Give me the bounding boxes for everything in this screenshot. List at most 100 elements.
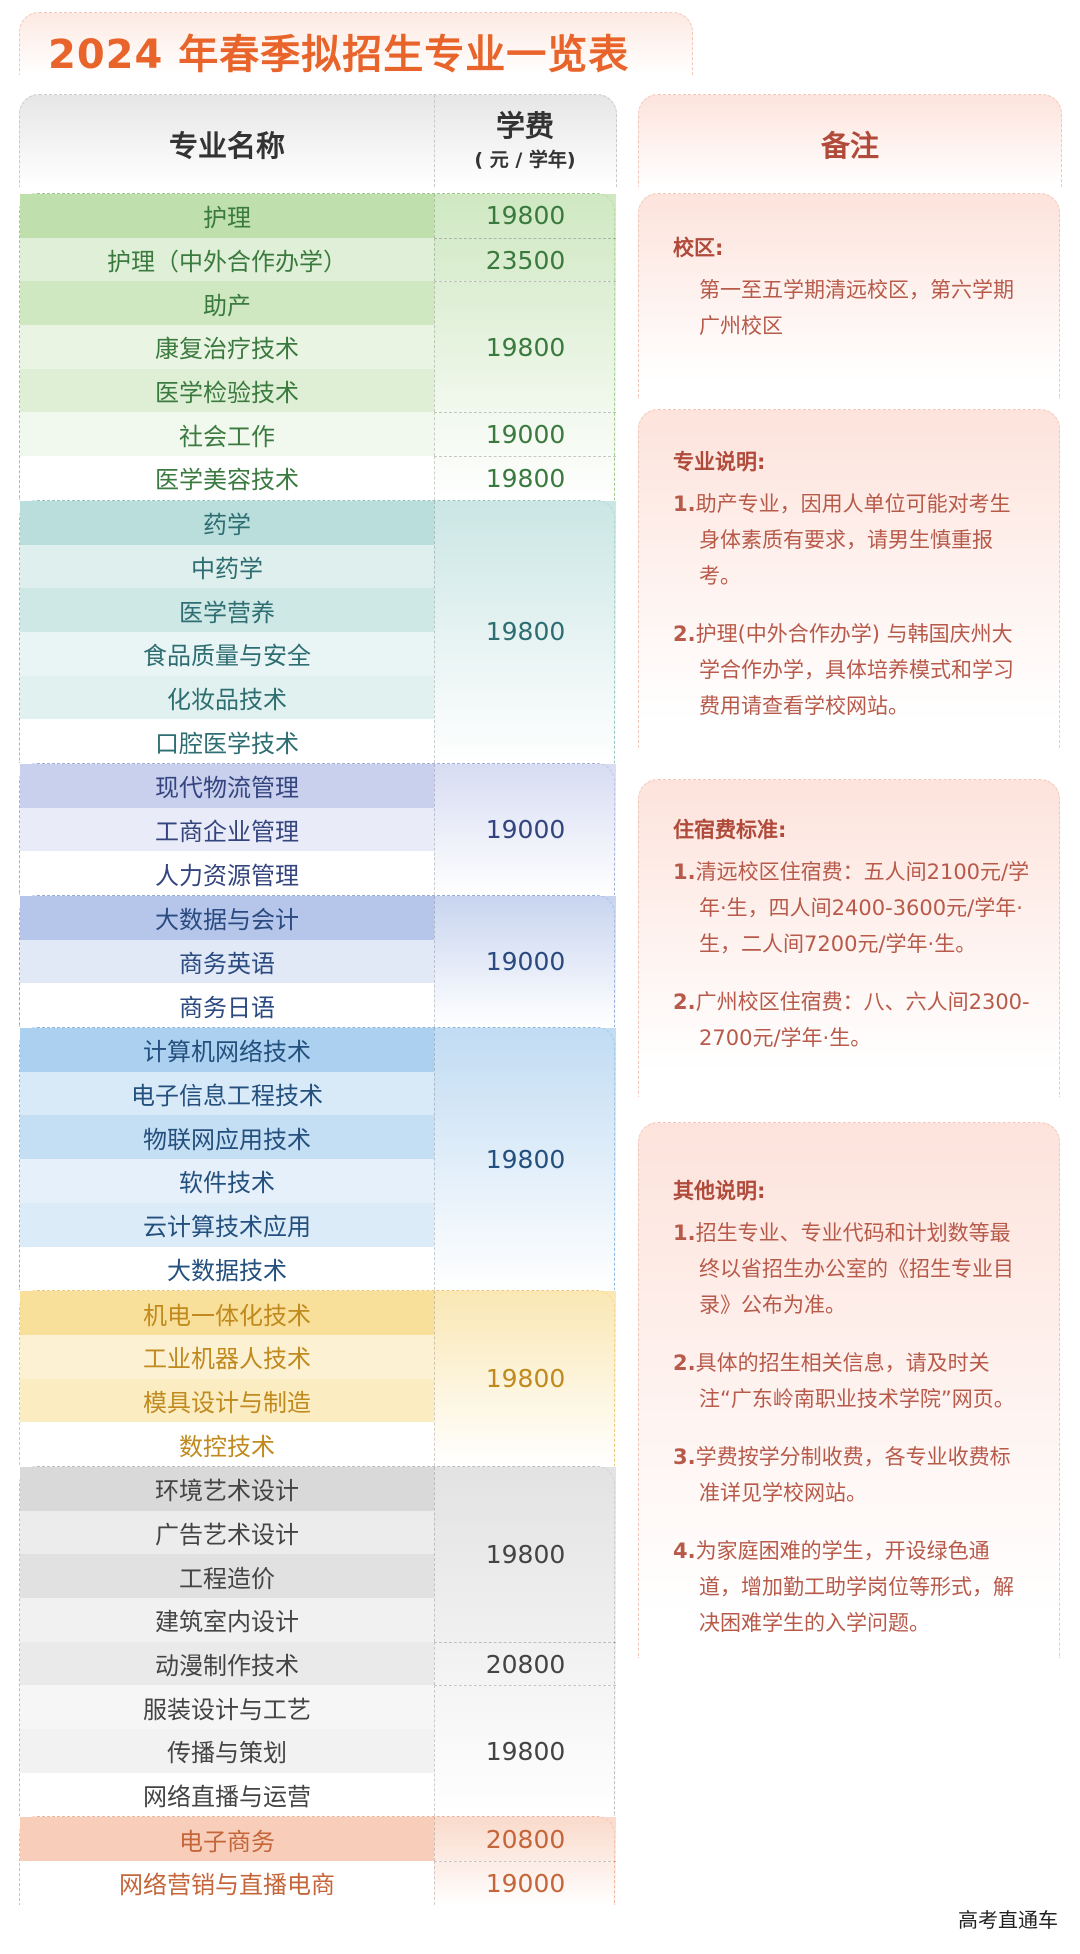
note-item-number: 2.: [673, 1351, 696, 1375]
major-name: 软件技术: [20, 1159, 434, 1203]
note-campus: 校区: 第一至五学期清远校区，第六学期广州校区: [638, 193, 1060, 399]
header-divider: [434, 95, 435, 187]
fee-value: 19800: [434, 194, 616, 238]
major-name: 工业机器人技术: [20, 1334, 434, 1379]
major-name: 机电一体化技术: [20, 1291, 434, 1335]
note-item-text: 具体的招生相关信息，请及时关注“广东岭南职业技术学院”网页。: [695, 1351, 1015, 1411]
note-item-number: 1.: [673, 1221, 696, 1245]
note-item: 3.学费按学分制收费，各专业收费标准详见学校网站。: [673, 1439, 1031, 1511]
major-group: 机电一体化技术 工业机器人技术 模具设计与制造数控技术 19800: [19, 1290, 616, 1466]
majors-table: 护理 护理（中外合作办学） 助产 康复治疗技术 医学检验技术 社会工作医学美容技术 1980…: [19, 193, 616, 1905]
header-notes: 备注: [820, 129, 879, 163]
major-name: 助产: [20, 281, 434, 326]
note-item: 4.为家庭困难的学生，开设绿色通道，增加勤工助学岗位等形式，解决困难学生的入学问…: [673, 1533, 1031, 1641]
major-name: 网络营销与直播电商: [119, 1871, 335, 1900]
major-group: 环境艺术设计 广告艺术设计 工程造价 建筑室内设计 动漫制作技术 服装设计与工艺 传播与策划…: [19, 1465, 616, 1817]
note-item: 2.广州校区住宿费：八、六人间2300-2700元/学年·生。: [673, 984, 1031, 1056]
major-name: 医学美容技术: [155, 466, 299, 495]
note-item-text: 为家庭困难的学生，开设绿色通道，增加勤工助学岗位等形式，解决困难学生的入学问题。: [695, 1539, 1014, 1635]
table-header: 专业名称 学费 ( 元 / 学年): [19, 94, 617, 187]
major-group: 护理 护理（中外合作办学） 助产 康复治疗技术 医学检验技术 社会工作医学美容技术 1980…: [19, 193, 616, 500]
major-name: 电子信息工程技术: [20, 1071, 434, 1116]
note-major: 专业说明: 1.助产专业，因用人单位可能对考生身体素质有要求，请男生慎重报考。 2…: [638, 409, 1060, 748]
major-name: 食品质量与安全: [20, 631, 434, 676]
major-group: 电子商务 网络营销与直播电商 20800 19000: [19, 1816, 616, 1905]
major-name: 动漫制作技术: [20, 1641, 434, 1686]
major-name: 云计算技术应用: [20, 1202, 434, 1247]
header-fee-label: 学费: [495, 109, 554, 143]
note-campus-text: 第一至五学期清远校区，第六学期广州校区: [699, 278, 1014, 338]
note-other-heading: 其他说明:: [673, 1179, 766, 1203]
fee-value: 19800: [434, 1685, 616, 1817]
major-name: 工商企业管理: [20, 807, 434, 852]
major-name: 护理（中外合作办学）: [20, 237, 434, 282]
note-item-number: 1.: [673, 860, 696, 884]
note-housing-heading: 住宿费标准:: [673, 818, 787, 842]
note-item-number: 4.: [673, 1539, 696, 1563]
note-campus-heading: 校区:: [673, 236, 724, 260]
major-name: 护理: [20, 194, 434, 238]
note-item-number: 1.: [673, 492, 696, 516]
note-major-heading: 专业说明:: [673, 450, 766, 474]
major-name: 大数据技术: [167, 1256, 287, 1285]
note-item-number: 3.: [673, 1445, 696, 1469]
major-name: 中药学: [20, 544, 434, 589]
major-name: 现代物流管理: [20, 763, 434, 808]
fee-value: 23500: [434, 237, 616, 282]
major-name: 康复治疗技术: [20, 325, 434, 369]
watermark: 高考直通车: [958, 1908, 1058, 1932]
major-name: 建筑室内设计: [20, 1598, 434, 1642]
note-item-text: 广州校区住宿费：八、六人间2300-2700元/学年·生。: [695, 990, 1030, 1050]
header-fee-unit: ( 元 / 学年): [474, 149, 576, 171]
major-group: 大数据与会计 商务英语商务日语 19000: [19, 895, 616, 1028]
note-item-text: 学费按学分制收费，各专业收费标准详见学校网站。: [695, 1445, 1011, 1505]
note-item: 2.具体的招生相关信息，请及时关注“广东岭南职业技术学院”网页。: [673, 1345, 1031, 1417]
major-name: 服装设计与工艺: [20, 1685, 434, 1730]
note-housing: 住宿费标准: 1.清远校区住宿费：五人间2100元/学年·生，四人间2400-3…: [638, 779, 1060, 1097]
note-item-number: 2.: [673, 622, 696, 646]
major-name: 环境艺术设计: [20, 1466, 434, 1511]
fee-value: 20800: [434, 1641, 616, 1686]
fee-value: 20800: [434, 1817, 616, 1862]
note-item: 2.护理(中外合作办学) 与韩国庆州大学合作办学，具体培养模式和学习费用请查看学…: [673, 616, 1031, 724]
note-item-text: 护理(中外合作办学) 与韩国庆州大学合作办学，具体培养模式和学习费用请查看学校网…: [695, 622, 1014, 718]
major-name: 医学检验技术: [20, 368, 434, 413]
major-name: 物联网应用技术: [20, 1115, 434, 1160]
header-major-name: 专业名称: [168, 129, 285, 163]
major-name: 口腔医学技术: [155, 729, 299, 758]
major-group: 计算机网络技术 电子信息工程技术 物联网应用技术 软件技术 云计算技术应用大数据技术 19…: [19, 1027, 616, 1291]
major-name: 传播与策划: [20, 1729, 434, 1773]
note-item: 1.助产专业，因用人单位可能对考生身体素质有要求，请男生慎重报考。: [673, 486, 1031, 594]
major-name: 化妆品技术: [20, 675, 434, 720]
major-name: 医学营养: [20, 588, 434, 632]
fee-value: 19800: [434, 281, 616, 413]
note-item-text: 清远校区住宿费：五人间2100元/学年·生，四人间2400-3600元/学年·生…: [695, 860, 1030, 956]
fee-value: 19000: [434, 412, 616, 457]
major-group: 药学 中药学 医学营养 食品质量与安全 化妆品技术 口腔医学技术 19800: [19, 499, 616, 763]
major-name: 商务日语: [179, 993, 275, 1022]
major-name: 数控技术: [179, 1432, 275, 1461]
fee-value: 19800: [434, 1028, 616, 1291]
major-name: 社会工作: [20, 412, 434, 457]
major-name: 商务英语: [20, 939, 434, 984]
fee-value: 19800: [434, 1466, 616, 1642]
major-name: 广告艺术设计: [20, 1510, 434, 1555]
note-item-text: 助产专业，因用人单位可能对考生身体素质有要求，请男生慎重报考。: [695, 492, 1011, 588]
fee-value: 19000: [434, 763, 616, 895]
major-name: 工程造价: [20, 1554, 434, 1598]
major-name: 网络直播与运营: [143, 1783, 311, 1812]
fee-value: 19800: [434, 500, 616, 763]
major-group: 现代物流管理 工商企业管理 人力资源管理 19000: [19, 762, 616, 895]
notes-header: 备注: [638, 94, 1062, 187]
note-item-text: 招生专业、专业代码和计划数等最终以省招生办公室的《招生专业目录》公布为准。: [695, 1221, 1014, 1317]
title-banner: [19, 12, 693, 75]
major-name: 计算机网络技术: [20, 1028, 434, 1072]
note-item: 1.清远校区住宿费：五人间2100元/学年·生，四人间2400-3600元/学年…: [673, 854, 1031, 962]
major-name: 模具设计与制造: [20, 1378, 434, 1423]
fee-value: 19800: [434, 1291, 616, 1466]
fee-value: 19000: [434, 1861, 616, 1905]
header-fee: 学费 ( 元 / 学年): [434, 103, 616, 172]
major-name: 大数据与会计: [20, 896, 434, 940]
fee-value: 19000: [434, 896, 616, 1028]
note-item: 1.招生专业、专业代码和计划数等最终以省招生办公室的《招生专业目录》公布为准。: [673, 1215, 1031, 1323]
